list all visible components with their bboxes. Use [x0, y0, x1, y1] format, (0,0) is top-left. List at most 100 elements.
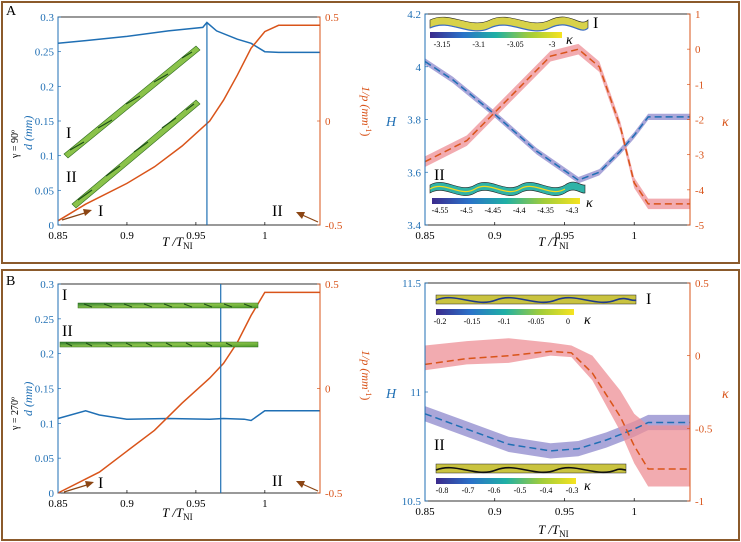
x-ticks: 0.85 0.9 0.95 1: [48, 222, 268, 242]
rod-label-2: II: [66, 169, 77, 186]
chart-a-left: 0.85 0.9 0.95 1 0 0.05 0.1 0.15 0.2 0.25 0.3 -0.5…: [10, 12, 373, 251]
gamma-label: γ = 90º: [10, 130, 21, 159]
colorbar-tick-label: -0.5: [514, 486, 527, 495]
helix-rod-illustration-2: [71, 99, 201, 209]
right-y-tick-label: -1: [695, 496, 704, 508]
right-y-axis-label: κ: [722, 115, 729, 130]
colorbar-tick-label: -0.15: [464, 317, 481, 326]
right-y-tick-label: -1: [695, 79, 704, 91]
colorbar-tick-label: -3.1: [472, 40, 485, 49]
left-y-tick-label: 0: [49, 488, 55, 500]
x-axis-label: T /TNI: [162, 234, 193, 251]
helix-rod-illustration-1: [77, 302, 259, 309]
right-y-tick-label: 1: [695, 9, 701, 21]
inset-helix-1: [435, 294, 637, 305]
colorbar-2-ticks: -0.8 -0.7 -0.6 -0.5 -0.4 -0.3: [436, 486, 579, 495]
colorbar-tick-label: -0.3: [566, 486, 579, 495]
x-tick-label: 1: [631, 506, 637, 518]
right-y-axis-label: κ: [722, 387, 729, 402]
colorbar-tick-label: -4.4: [513, 206, 526, 215]
inset-1-label: I: [593, 15, 598, 32]
right-y-ticks: -1 -0.5 0 0.5: [687, 278, 713, 508]
x-tick-label: 1: [631, 230, 637, 242]
series-line-h: [424, 60, 690, 182]
left-y-tick-label: 0.05: [35, 453, 55, 465]
series-line-h: [424, 413, 690, 452]
left-y-ticks: 3.4 3.6 3.8 4 4.2: [407, 9, 428, 232]
left-y-tick-label: 4: [416, 62, 422, 74]
x-tick-label: 0.9: [120, 498, 134, 510]
right-y-tick-label: 0: [325, 384, 331, 396]
inset-helix-2: [429, 181, 586, 196]
x-ticks: 0.85 0.9 0.95 1: [415, 498, 637, 518]
panel-b-label: B: [6, 274, 15, 289]
inset-1-label: I: [646, 291, 651, 308]
gamma-label: γ = 270º: [10, 397, 21, 431]
left-y-tick-label: 11.5: [402, 278, 421, 290]
right-y-tick-label: -4: [695, 185, 705, 197]
x-axis-label: T /TNI: [538, 522, 569, 539]
left-y-tick-label: 0.25: [35, 47, 55, 59]
uncertainty-bands: [425, 338, 690, 487]
colorbar-1-ticks: -3.15 -3.1 -3.05 -3: [434, 40, 556, 49]
x-tick-label: 0.85: [48, 230, 68, 242]
left-y-tick-label: 0.3: [40, 12, 54, 24]
helix-rod-illustration-2: [59, 341, 259, 348]
series-line-pmm: [57, 24, 320, 222]
colorbar-tick-label: -4.35: [537, 206, 554, 215]
x-tick-label: 0.95: [555, 230, 575, 242]
left-y-tick-label: 0.15: [35, 116, 55, 128]
x-tick-label: 0.95: [186, 230, 206, 242]
x-tick-label: 0.9: [488, 506, 502, 518]
rod-label-1: I: [66, 125, 71, 142]
colorbar-2-ticks: -4.55 -4.5 -4.45 -4.4 -4.35 -4.3: [432, 206, 579, 215]
x-ticks: 0.85 0.9 0.95 1: [415, 222, 637, 242]
colorbar-tick-label: -3: [549, 40, 556, 49]
left-y-tick-label: 0.1: [40, 418, 54, 430]
left-y-ticks: 0 0.05 0.1 0.15 0.2 0.25 0.3: [35, 279, 61, 500]
colorbar-tick-label: -4.55: [432, 206, 449, 215]
colorbar-tick-label: -0.2: [434, 317, 447, 326]
series-line-dmm: [57, 410, 320, 422]
right-y-tick-label: -3: [695, 150, 705, 162]
data-marks: [57, 284, 320, 494]
colorbar-tick-label: -4.45: [484, 206, 501, 215]
arrow-label-2: II: [272, 473, 283, 490]
inset-2-label: II: [434, 167, 445, 184]
right-y-tick-label: 0: [695, 44, 701, 56]
right-y-tick-label: -5: [695, 220, 705, 232]
arrow-label-1: I: [98, 203, 103, 220]
h-uncertainty-band: [425, 58, 690, 184]
left-y-tick-label: 0.05: [35, 185, 55, 197]
helix-rod-illustration-1: [63, 45, 201, 159]
colorbar-1-kappa: κ: [566, 33, 573, 48]
left-y-tick-label: 3.6: [407, 167, 421, 179]
kappa-uncertainty-band: [425, 338, 690, 487]
left-y-axis-label: H: [385, 387, 397, 402]
colorbar-1: [436, 309, 574, 315]
colorbar-2: [432, 198, 580, 204]
colorbar-tick-label: 0: [566, 317, 570, 326]
arrow-label-1: I: [98, 475, 103, 492]
series-line-dmm: [57, 21, 320, 54]
left-y-tick-label: 0.25: [35, 314, 55, 326]
x-axis-label: T /TNI: [162, 505, 193, 522]
right-y-tick-label: -2: [695, 115, 704, 127]
colorbar-tick-label: -4.5: [460, 206, 473, 215]
left-y-tick-label: 0.1: [40, 151, 54, 163]
colorbar-tick-label: -0.6: [488, 486, 501, 495]
x-tick-label: 1: [262, 498, 268, 510]
plot-area: [57, 16, 321, 226]
left-y-tick-label: 4.2: [407, 9, 421, 21]
right-y-tick-label: 0: [695, 351, 701, 363]
chart-a-right: 0.85 0.9 0.95 1 3.43.63.844.2 -5-4-3-2-101 …: [385, 9, 729, 251]
left-y-ticks: 10.5 11 11.5: [402, 278, 428, 508]
x-tick-label: 1: [262, 230, 268, 242]
inset-helix-2: [435, 463, 627, 474]
right-y-tick-label: 0.5: [325, 279, 339, 291]
arrow-marker-2: [296, 212, 319, 223]
right-y-tick-label: -0.5: [325, 220, 343, 232]
right-y-ticks: -0.5 0 0.5: [317, 279, 343, 500]
